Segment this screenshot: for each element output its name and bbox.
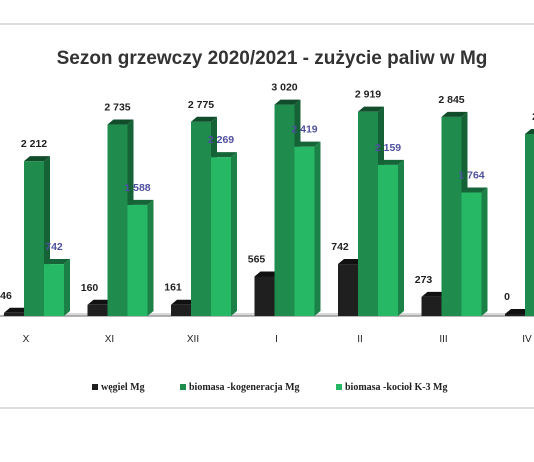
bar-top-2-XII <box>211 152 237 158</box>
data-label-1-III: 2 845 <box>438 94 464 106</box>
bar-side-2-III <box>481 187 488 316</box>
legend-label-1: biomasa -kogeneracja Mg <box>189 382 300 393</box>
bar-2-I <box>294 146 315 316</box>
bar-top-1-XII <box>191 116 217 122</box>
bar-side-2-X <box>64 259 70 316</box>
x-tick-label-I: I <box>275 334 278 345</box>
bar-top-0-IV <box>505 309 531 314</box>
bar-top-0-III <box>421 291 448 297</box>
data-label-2-XII: 2 269 <box>208 134 234 146</box>
legend: węgiel Mg biomasa -kogeneracja Mg biomasa … <box>92 382 448 393</box>
bar-0-II <box>338 264 358 316</box>
bar-2-X <box>44 264 64 316</box>
data-label-2-I: 2 419 <box>291 124 317 136</box>
bar-side-2-XII <box>231 152 237 316</box>
data-label-0-II: 742 <box>331 241 349 253</box>
data-label-1-X: 2 212 <box>21 138 47 150</box>
bar-1-XII <box>191 121 211 316</box>
data-label-2-II: 2 159 <box>375 142 401 154</box>
bar-1-I <box>274 104 295 316</box>
bar-top-0-XII <box>171 299 197 305</box>
x-tick-label-XII: XII <box>187 334 199 345</box>
bar-1-III <box>441 116 462 316</box>
x-tick-label-II: II <box>357 334 363 345</box>
bar-top-1-II <box>358 106 384 112</box>
bar-top-0-I <box>254 271 281 277</box>
bar-0-III <box>421 296 442 316</box>
bar-top-2-I <box>294 141 321 147</box>
bar-top-2-III <box>461 187 488 193</box>
x-tick-label-IV: IV <box>522 334 532 345</box>
bar-top-0-XI <box>87 299 114 305</box>
legend-swatch-1 <box>180 384 186 390</box>
bar-0-XII <box>171 304 191 316</box>
bar-2-II <box>378 164 398 316</box>
data-label-2-III: 1 764 <box>458 170 484 182</box>
data-label-1-II: 2 919 <box>355 89 381 101</box>
bar-top-1-IV <box>525 129 534 134</box>
data-label-1-I: 3 020 <box>271 82 297 94</box>
bar-top-2-X <box>44 259 70 265</box>
bar-top-1-X <box>24 156 50 162</box>
legend-label-2: biomasa -kocioł K-3 Mg <box>345 382 448 393</box>
data-label-0-III: 273 <box>415 274 433 286</box>
bar-0-XI <box>87 304 108 316</box>
plot-area: 46 2 212 742 X 160 2 735 1 588 XI 161 2 775 2 269 X… <box>0 82 534 345</box>
bar-2-XI <box>127 204 148 316</box>
bar-top-2-XI <box>127 199 154 205</box>
bar-top-0-II <box>338 259 364 265</box>
legend-swatch-0 <box>92 384 98 390</box>
bar-2-III <box>461 192 482 316</box>
bar-1-II <box>358 111 378 316</box>
data-label-2-XI: 1 588 <box>124 182 150 194</box>
chart-title: Sezon grzewczy 2020/2021 - zużycie paliw… <box>57 48 488 69</box>
bar-0-I <box>254 276 275 316</box>
data-label-0-XI: 160 <box>81 282 99 294</box>
bar-0-X <box>4 312 24 316</box>
data-label-0-XII: 161 <box>164 282 182 294</box>
x-tick-label-III: III <box>439 334 447 345</box>
bar-top-1-III <box>441 111 468 117</box>
bar-top-1-I <box>274 99 301 105</box>
bar-2-XII <box>211 157 231 316</box>
data-label-1-XII: 2 775 <box>188 99 214 111</box>
data-label-0-X: 46 <box>0 290 12 302</box>
x-tick-label-X: X <box>23 334 30 345</box>
data-label-1-IV: 2 <box>532 111 534 123</box>
data-label-2-X: 742 <box>45 241 63 253</box>
bar-top-0-X <box>4 307 30 313</box>
data-label-1-XI: 2 735 <box>104 102 130 114</box>
bar-1-XI <box>107 124 128 316</box>
x-tick-label-XI: XI <box>105 334 114 345</box>
bar-top-1-XI <box>107 119 134 125</box>
legend-label-0: węgiel Mg <box>101 382 145 393</box>
bar-top-2-II <box>378 159 404 165</box>
bar-1-IV <box>525 134 534 316</box>
bar-side-2-I <box>314 141 321 316</box>
bar-side-2-II <box>398 159 404 316</box>
data-label-0-IV: 0 <box>504 291 510 303</box>
bar-1-X <box>24 161 44 316</box>
bar-side-2-XI <box>147 199 154 316</box>
legend-swatch-2 <box>336 384 342 390</box>
bar-0-IV <box>505 314 525 316</box>
data-label-0-I: 565 <box>248 253 266 265</box>
